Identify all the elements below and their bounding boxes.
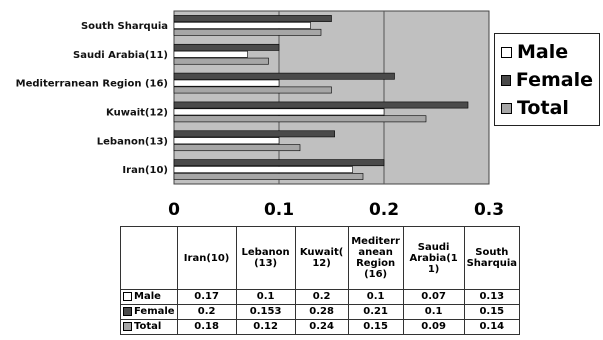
bar-male-5 (173, 22, 311, 29)
bar-total-0 (173, 173, 364, 180)
table-cell: 0.153 (235, 304, 296, 320)
table-row-label: Female (134, 306, 175, 317)
table-swatch-total (123, 321, 132, 331)
legend-label-total: Total (517, 97, 569, 119)
table-row-header: Female (120, 304, 178, 320)
table-cell: 0.15 (463, 304, 521, 320)
table-cell: 0.28 (294, 304, 349, 320)
category-label-4: Saudi Arabia(11) (73, 50, 168, 61)
legend-item-total: Total (501, 94, 593, 122)
table-cell: 0.1 (347, 289, 404, 305)
bar-chart: Iran(10) Lebanon(13) Kuwait(12) Mediterrane… (16, 10, 504, 220)
table-row-label: Male (134, 291, 161, 302)
table-column-header: Kuwait( 12) (294, 226, 349, 290)
legend-label-male: Male (517, 41, 569, 63)
bar-male-3 (173, 79, 280, 87)
table-cell: 0.14 (463, 319, 521, 335)
bar-total-1 (173, 144, 301, 152)
table-swatch-female (123, 306, 132, 316)
table-cell: 0.21 (347, 304, 404, 320)
table-column-header: Iran(10) (176, 226, 237, 290)
bar-female-4 (173, 43, 280, 51)
table-column-header: Saudi Arabia(1 1) (402, 226, 465, 290)
table-cell: 0.09 (402, 319, 465, 335)
table-row: Male 0.17 0.1 0.2 0.1 0.07 0.13 (120, 289, 521, 305)
table-cell: 0.1 (235, 289, 296, 305)
table-column-header: South Sharquia (463, 226, 521, 290)
bar-total-3 (173, 86, 332, 94)
bar-female-2 (173, 101, 469, 109)
legend-swatch-female (501, 74, 511, 86)
bar-male-1 (173, 137, 280, 145)
table-cell: 0.2 (176, 304, 237, 320)
bar-male-2 (173, 108, 385, 116)
table-row: Female 0.2 0.153 0.28 0.21 0.1 0.15 (120, 304, 521, 320)
legend-item-male: Male (501, 38, 593, 66)
plot-area (173, 10, 490, 185)
table-cell: 0.13 (463, 289, 521, 305)
table-row-label: Total (134, 321, 162, 332)
category-label-1: Lebanon(13) (97, 136, 168, 147)
category-label-3: Mediterranean Region (16) (16, 79, 168, 90)
category-label-0: Iran(10) (122, 165, 168, 176)
bar-female-1 (173, 130, 335, 138)
chart-legend: Male Female Total (494, 33, 600, 126)
bar-total-2 (173, 115, 427, 123)
bar-total-4 (173, 57, 269, 65)
table-row-header: Male (120, 289, 178, 305)
table-column-header: Mediterr anean Region (16) (347, 226, 404, 290)
x-tick-label-2: 0.2 (369, 200, 399, 220)
table-cell: 0.2 (294, 289, 349, 305)
bar-male-4 (173, 50, 248, 58)
x-tick-label-0: 0 (168, 200, 180, 220)
table-cell: 0.07 (402, 289, 465, 305)
table-cell: 0.17 (176, 289, 237, 305)
legend-swatch-male (501, 46, 512, 58)
table-row: Total 0.18 0.12 0.24 0.15 0.09 0.14 (120, 319, 521, 335)
table-swatch-male (123, 291, 132, 301)
legend-label-female: Female (515, 69, 593, 91)
legend-swatch-total (501, 102, 512, 114)
category-label-5: South Sharquia (81, 21, 168, 32)
table-cell: 0.15 (347, 319, 404, 335)
table-column-header: Lebanon (13) (235, 226, 296, 290)
bar-male-0 (173, 166, 353, 173)
bar-female-5 (173, 15, 332, 22)
legend-item-female: Female (501, 66, 593, 94)
table-cell: 0.12 (235, 319, 296, 335)
x-tick-label-1: 0.1 (264, 200, 294, 220)
table-row-header: Total (120, 319, 178, 335)
table-cell: 0.18 (176, 319, 237, 335)
x-tick-label-3: 0.3 (474, 200, 504, 220)
table-corner-cell (120, 226, 178, 290)
data-table: Iran(10) Lebanon (13) Kuwait( 12) Mediterr … (120, 226, 521, 335)
bar-total-5 (173, 28, 322, 36)
table-cell: 0.24 (294, 319, 349, 335)
bar-female-3 (173, 72, 395, 80)
bar-female-0 (173, 159, 385, 167)
table-cell: 0.1 (402, 304, 465, 320)
category-label-2: Kuwait(12) (106, 107, 168, 118)
